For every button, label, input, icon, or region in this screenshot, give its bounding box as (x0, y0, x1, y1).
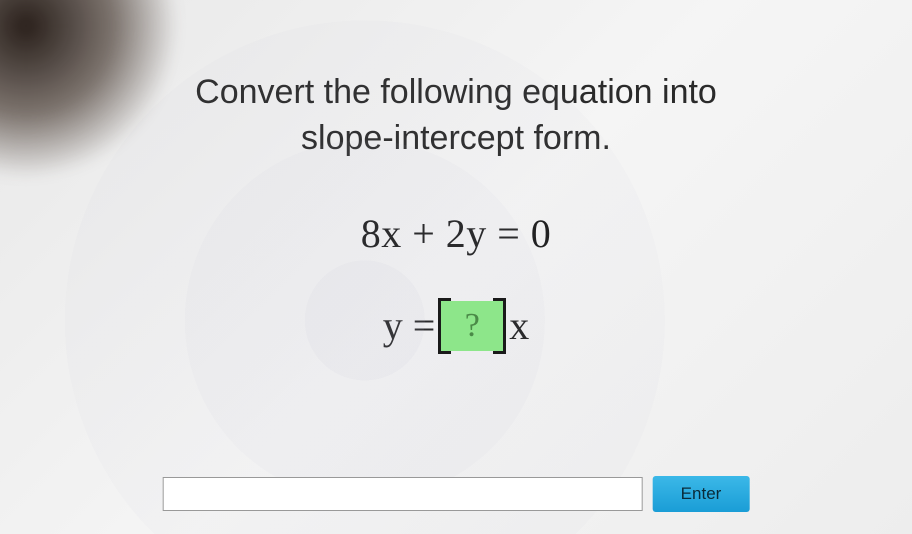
prompt-line-1: Convert the following equation into (195, 73, 717, 111)
input-row: Enter (163, 476, 750, 512)
answer-lhs: y = (383, 302, 436, 349)
prompt-line-2: slope-intercept form. (301, 119, 611, 157)
problem-screen: Convert the following equation into slop… (0, 0, 912, 534)
question-prompt: Convert the following equation into slop… (195, 70, 717, 162)
photo-corner-shadow (0, 0, 180, 180)
answer-rhs: x (509, 302, 529, 349)
enter-button[interactable]: Enter (653, 476, 750, 512)
answer-template: y = ? x (383, 301, 530, 351)
given-equation: 8x + 2y = 0 (361, 210, 552, 257)
blank-placeholder: ? (465, 307, 480, 345)
answer-input[interactable] (163, 477, 643, 511)
answer-blank[interactable]: ? (441, 301, 503, 351)
